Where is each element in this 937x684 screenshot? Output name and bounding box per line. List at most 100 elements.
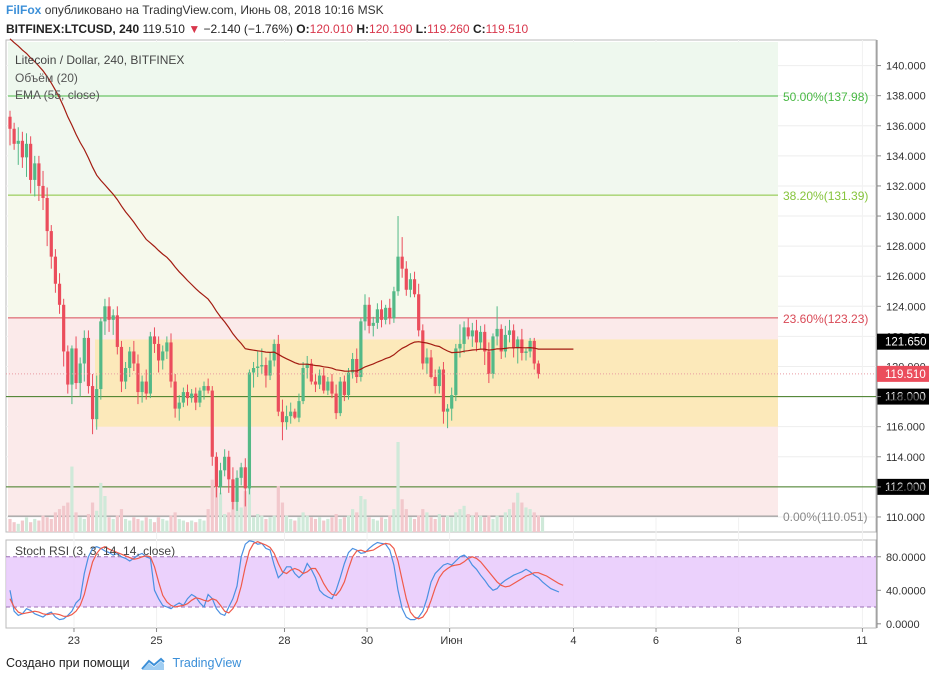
time-tick-label: 11 [856, 635, 867, 647]
volume-bar [148, 518, 152, 532]
candle-body [338, 381, 342, 414]
volume-bar [367, 517, 371, 532]
time-axis[interactable]: 23 25 28 30 Июн 4 6 8 11 [68, 628, 868, 647]
volume-bar [107, 517, 111, 532]
candle-body [90, 386, 95, 420]
published-text: опубликовано на TradingView.com, Июнь 08… [44, 3, 384, 17]
volume-bar [20, 520, 24, 532]
candle-body [247, 372, 252, 489]
volume-bar [540, 517, 545, 532]
created-with-text: Создано при помощи [6, 656, 130, 670]
volume-bar [466, 514, 470, 532]
volume-bar [206, 509, 210, 532]
volume-bar [140, 520, 144, 532]
candle-body [524, 351, 528, 353]
price-chart[interactable]: 50.00%(137.98) 38.20%(131.39) 23.60%(123.2… [0, 0, 937, 650]
candle-body [528, 340, 532, 352]
volume-bar [95, 510, 99, 532]
volume-bar [243, 491, 247, 532]
volume-bar [441, 517, 446, 532]
volume-bar [165, 520, 169, 532]
volume-bar [111, 518, 115, 532]
volume-bar [301, 512, 305, 532]
candle-body [276, 343, 280, 412]
volume-bar [293, 520, 297, 532]
candle-body [41, 185, 45, 198]
volume-bar [470, 515, 474, 532]
volume-bar [169, 515, 173, 532]
price-tick-label: 124.000 [886, 301, 926, 313]
volume-bar [136, 518, 140, 532]
candle-body [516, 339, 520, 349]
volume-bar [198, 518, 202, 532]
volume-bar [152, 522, 157, 532]
fib-zone-top [8, 42, 778, 96]
volume-bar [396, 442, 400, 532]
price-tick-label: 134.000 [886, 151, 926, 163]
tradingview-link[interactable]: TradingView [172, 656, 242, 670]
price-axis[interactable]: 140.000 138.000 136.000 134.000 132.000 130.0… [6, 40, 929, 628]
legend-volume: Объём (20) [15, 71, 78, 85]
candle-body [111, 315, 115, 320]
volume-bar [62, 505, 66, 532]
volume-bar [29, 522, 33, 532]
high-value: 120.190 [369, 22, 413, 36]
volume-bar [218, 492, 223, 532]
candle-body [173, 381, 177, 409]
candle-body [74, 348, 78, 384]
volume-bar [210, 479, 214, 532]
volume-bar [173, 512, 177, 532]
author-name[interactable]: FilFox [6, 3, 42, 17]
candle-body [400, 256, 404, 269]
volume-bar [144, 517, 148, 532]
volume-bar [499, 517, 503, 532]
price-tick-label: 140.000 [886, 61, 926, 73]
volume-bar [532, 512, 536, 532]
volume-bar [268, 517, 272, 532]
price-tick-label: 136.000 [886, 121, 926, 133]
volume-bar [239, 507, 243, 532]
volume-bar [190, 520, 194, 532]
volume-bar [313, 518, 318, 532]
volume-bar [256, 514, 260, 532]
candle-body [70, 348, 74, 385]
candle-body [470, 330, 474, 337]
horizontal-lines[interactable]: 118.000 112.000 [6, 388, 929, 495]
candle-body [425, 357, 429, 364]
volume-bar [161, 518, 165, 532]
candle-body [218, 470, 223, 487]
price-tick-label: 126.000 [886, 271, 926, 283]
volume-bar [408, 517, 413, 532]
candle-body [99, 321, 103, 390]
candle-body [157, 343, 161, 361]
volume-bar [309, 517, 313, 532]
time-tick-label: 23 [68, 635, 80, 647]
volume-bar [16, 523, 20, 532]
volume-bar [90, 502, 95, 532]
volume-bar [379, 517, 384, 532]
candle-body [239, 467, 243, 478]
candle-body [483, 331, 487, 352]
fibonacci-retracement[interactable]: 50.00%(137.98) 38.20%(131.39) 23.60%(123.2… [8, 42, 868, 524]
volume-bar [12, 522, 16, 532]
volume-bar [185, 522, 190, 532]
volume-bar [8, 518, 12, 532]
symbol-header: BITFINEX:LTCUSD, 240 119.510 ▼ −2.140 (−… [6, 22, 528, 36]
volume-bar [483, 517, 487, 532]
candle-body [161, 351, 165, 361]
volume-bar [202, 520, 206, 532]
volume-bar [524, 507, 528, 532]
volume-bar [433, 518, 437, 532]
volume-bar [223, 514, 227, 532]
volume-bar [41, 515, 45, 532]
volume-bar [429, 517, 433, 532]
volume-bar [412, 518, 417, 532]
horizontal-line-price-label: 118.000 [885, 392, 926, 404]
volume-bar [375, 520, 379, 532]
volume-bar [326, 518, 330, 532]
ema-price-label: 121.650 [885, 337, 927, 349]
volume-bar [86, 514, 91, 532]
candle-body [458, 343, 462, 349]
volume-bar [214, 486, 218, 532]
volume-bar [37, 520, 41, 532]
